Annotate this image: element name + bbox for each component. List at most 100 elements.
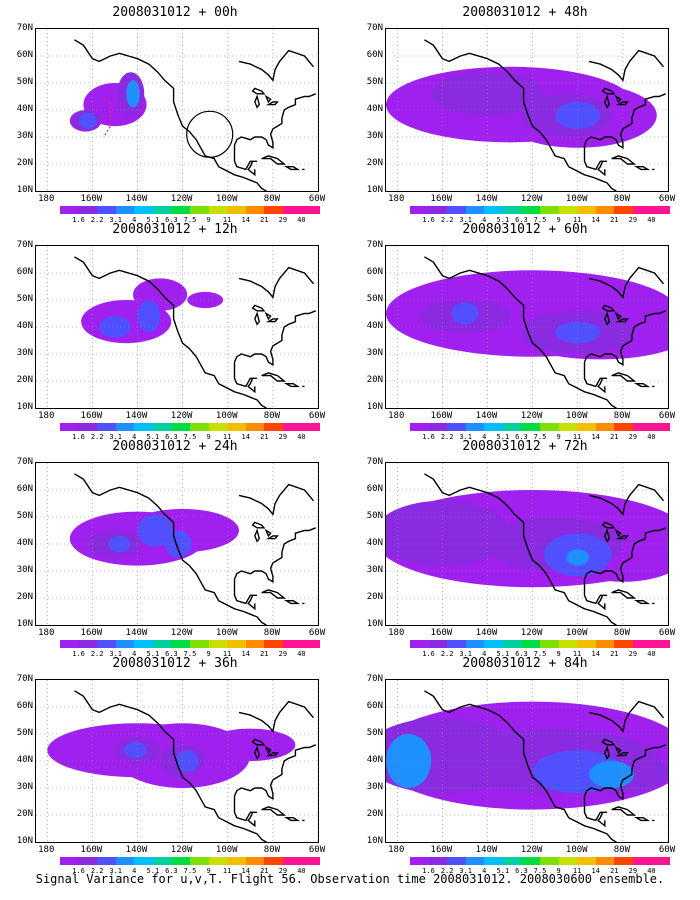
lat-tick-label: 70N <box>16 457 33 467</box>
colorbar-swatch <box>245 423 265 431</box>
coastline <box>615 535 629 540</box>
colorbar-swatch <box>282 857 302 865</box>
colorbar-swatch <box>595 857 615 865</box>
lon-tick-label: 140W <box>125 194 148 204</box>
colorbar-label: 29 <box>278 216 288 224</box>
colorbar-swatch <box>428 206 448 214</box>
forecast-panel: 2008031012 + 12h 70N 60N 50N 40N 30N 20N 10N 180… <box>5 222 345 441</box>
colorbar-swatch <box>171 640 191 648</box>
colorbar <box>410 640 671 648</box>
forecast-panel: 2008031012 + 36h 70N 60N 50N 40N 30N 20N 10N 180… <box>5 656 345 875</box>
colorbar-swatch <box>60 423 79 431</box>
coastline <box>615 752 629 757</box>
colorbar-label: 2.2 <box>440 433 454 441</box>
coastline <box>251 521 266 529</box>
lon-tick-label: 60W <box>658 194 676 204</box>
coastline <box>247 812 256 828</box>
lon-tick-label: 80W <box>263 845 280 855</box>
colorbar-label: 29 <box>278 433 288 441</box>
colorbar-swatch <box>171 423 191 431</box>
variance-contour <box>137 514 174 547</box>
lon-tick-label: 80W <box>613 845 630 855</box>
lon-tick-label: 160W <box>430 411 453 421</box>
coastline <box>238 700 315 733</box>
colorbar-swatch <box>410 423 429 431</box>
colorbar-label: 4 <box>132 650 137 658</box>
lat-tick-label: 60N <box>16 701 33 711</box>
lon-tick-label: 100W <box>215 628 238 638</box>
colorbar-label: 4 <box>482 867 487 875</box>
lon-tick-label: 120W <box>170 628 193 638</box>
lat-tick-label: 50N <box>366 77 383 87</box>
colorbar-swatch <box>595 423 615 431</box>
colorbar-swatch <box>152 423 172 431</box>
variance-contour <box>99 316 131 338</box>
lat-tick-label: 50N <box>366 511 383 521</box>
forecast-panel: 2008031012 + 84h 70N 60N 50N 40N 30N 20N 10N 180… <box>355 656 695 875</box>
colorbar-label: 7.5 <box>183 867 197 875</box>
forecast-panel: 2008031012 + 48h 70N 60N 50N 40N 30N 20N 10N 180… <box>355 5 695 224</box>
colorbar-label: 3.1 <box>459 433 473 441</box>
colorbar-label: 14 <box>241 650 250 658</box>
colorbar-swatch <box>245 206 265 214</box>
coastline <box>583 362 608 388</box>
colorbar-label: 40 <box>647 867 656 875</box>
lat-tick-label: 50N <box>16 294 33 304</box>
lat-tick-label: 60N <box>366 484 383 494</box>
colorbar-swatch <box>282 423 302 431</box>
coastline <box>601 87 616 95</box>
coastline <box>611 155 637 165</box>
colorbar-swatch <box>651 423 671 431</box>
lat-tick-label: 60N <box>366 701 383 711</box>
coastline <box>233 362 258 388</box>
lon-tick-label: 180 <box>38 194 55 204</box>
colorbar-swatch <box>502 857 522 865</box>
colorbar-label: 3.1 <box>109 650 123 658</box>
coastline <box>233 93 316 150</box>
lat-tick-label: 20N <box>366 592 383 602</box>
panel-title: 2008031012 + 12h <box>112 222 238 237</box>
colorbar-swatch <box>521 640 541 648</box>
lat-tick-label: 30N <box>366 348 383 358</box>
colorbar-label: 7.5 <box>533 650 547 658</box>
colorbar-label: 9 <box>556 650 561 658</box>
lat-tick-label: 40N <box>366 104 383 114</box>
coastline <box>74 39 267 191</box>
colorbar-label: 4 <box>482 650 487 658</box>
colorbar-swatch <box>245 640 265 648</box>
colorbar-label: 5.1 <box>146 433 160 441</box>
colorbar-label: 6.3 <box>515 867 528 875</box>
colorbar-swatch <box>264 857 283 865</box>
colorbar-swatch <box>558 857 578 865</box>
coastline <box>261 155 287 165</box>
lon-tick-label: 140W <box>475 628 498 638</box>
coastline <box>264 745 272 755</box>
coastline <box>238 483 315 516</box>
colorbar-label: 21 <box>260 650 269 658</box>
variance-contour <box>187 291 224 309</box>
colorbar-label: 5.1 <box>496 650 510 658</box>
colorbar-label: 5.1 <box>146 867 160 875</box>
colorbar-label: 11 <box>222 216 232 224</box>
lat-tick-label: 60N <box>16 484 33 494</box>
colorbar-swatch <box>484 423 503 431</box>
colorbar-label: 4 <box>482 216 487 224</box>
coastline <box>614 311 622 321</box>
colorbar-label: 1.6 <box>72 867 85 875</box>
panel-title: 2008031012 + 84h <box>462 656 588 671</box>
coastline <box>583 93 666 150</box>
colorbar-swatch <box>264 423 283 431</box>
colorbar-swatch <box>227 640 246 648</box>
colorbar-label: 14 <box>241 867 250 875</box>
colorbar-swatch <box>115 640 135 648</box>
coastline <box>264 94 272 104</box>
lat-tick-label: 50N <box>16 728 33 738</box>
map-plot <box>385 462 669 626</box>
coastline <box>583 310 666 367</box>
colorbar-swatch <box>484 206 503 214</box>
lat-tick-label: 30N <box>366 782 383 792</box>
colorbar-swatch <box>595 206 615 214</box>
colorbar-label: 40 <box>297 433 306 441</box>
coastline <box>261 806 287 816</box>
lon-tick-label: 80W <box>263 628 280 638</box>
